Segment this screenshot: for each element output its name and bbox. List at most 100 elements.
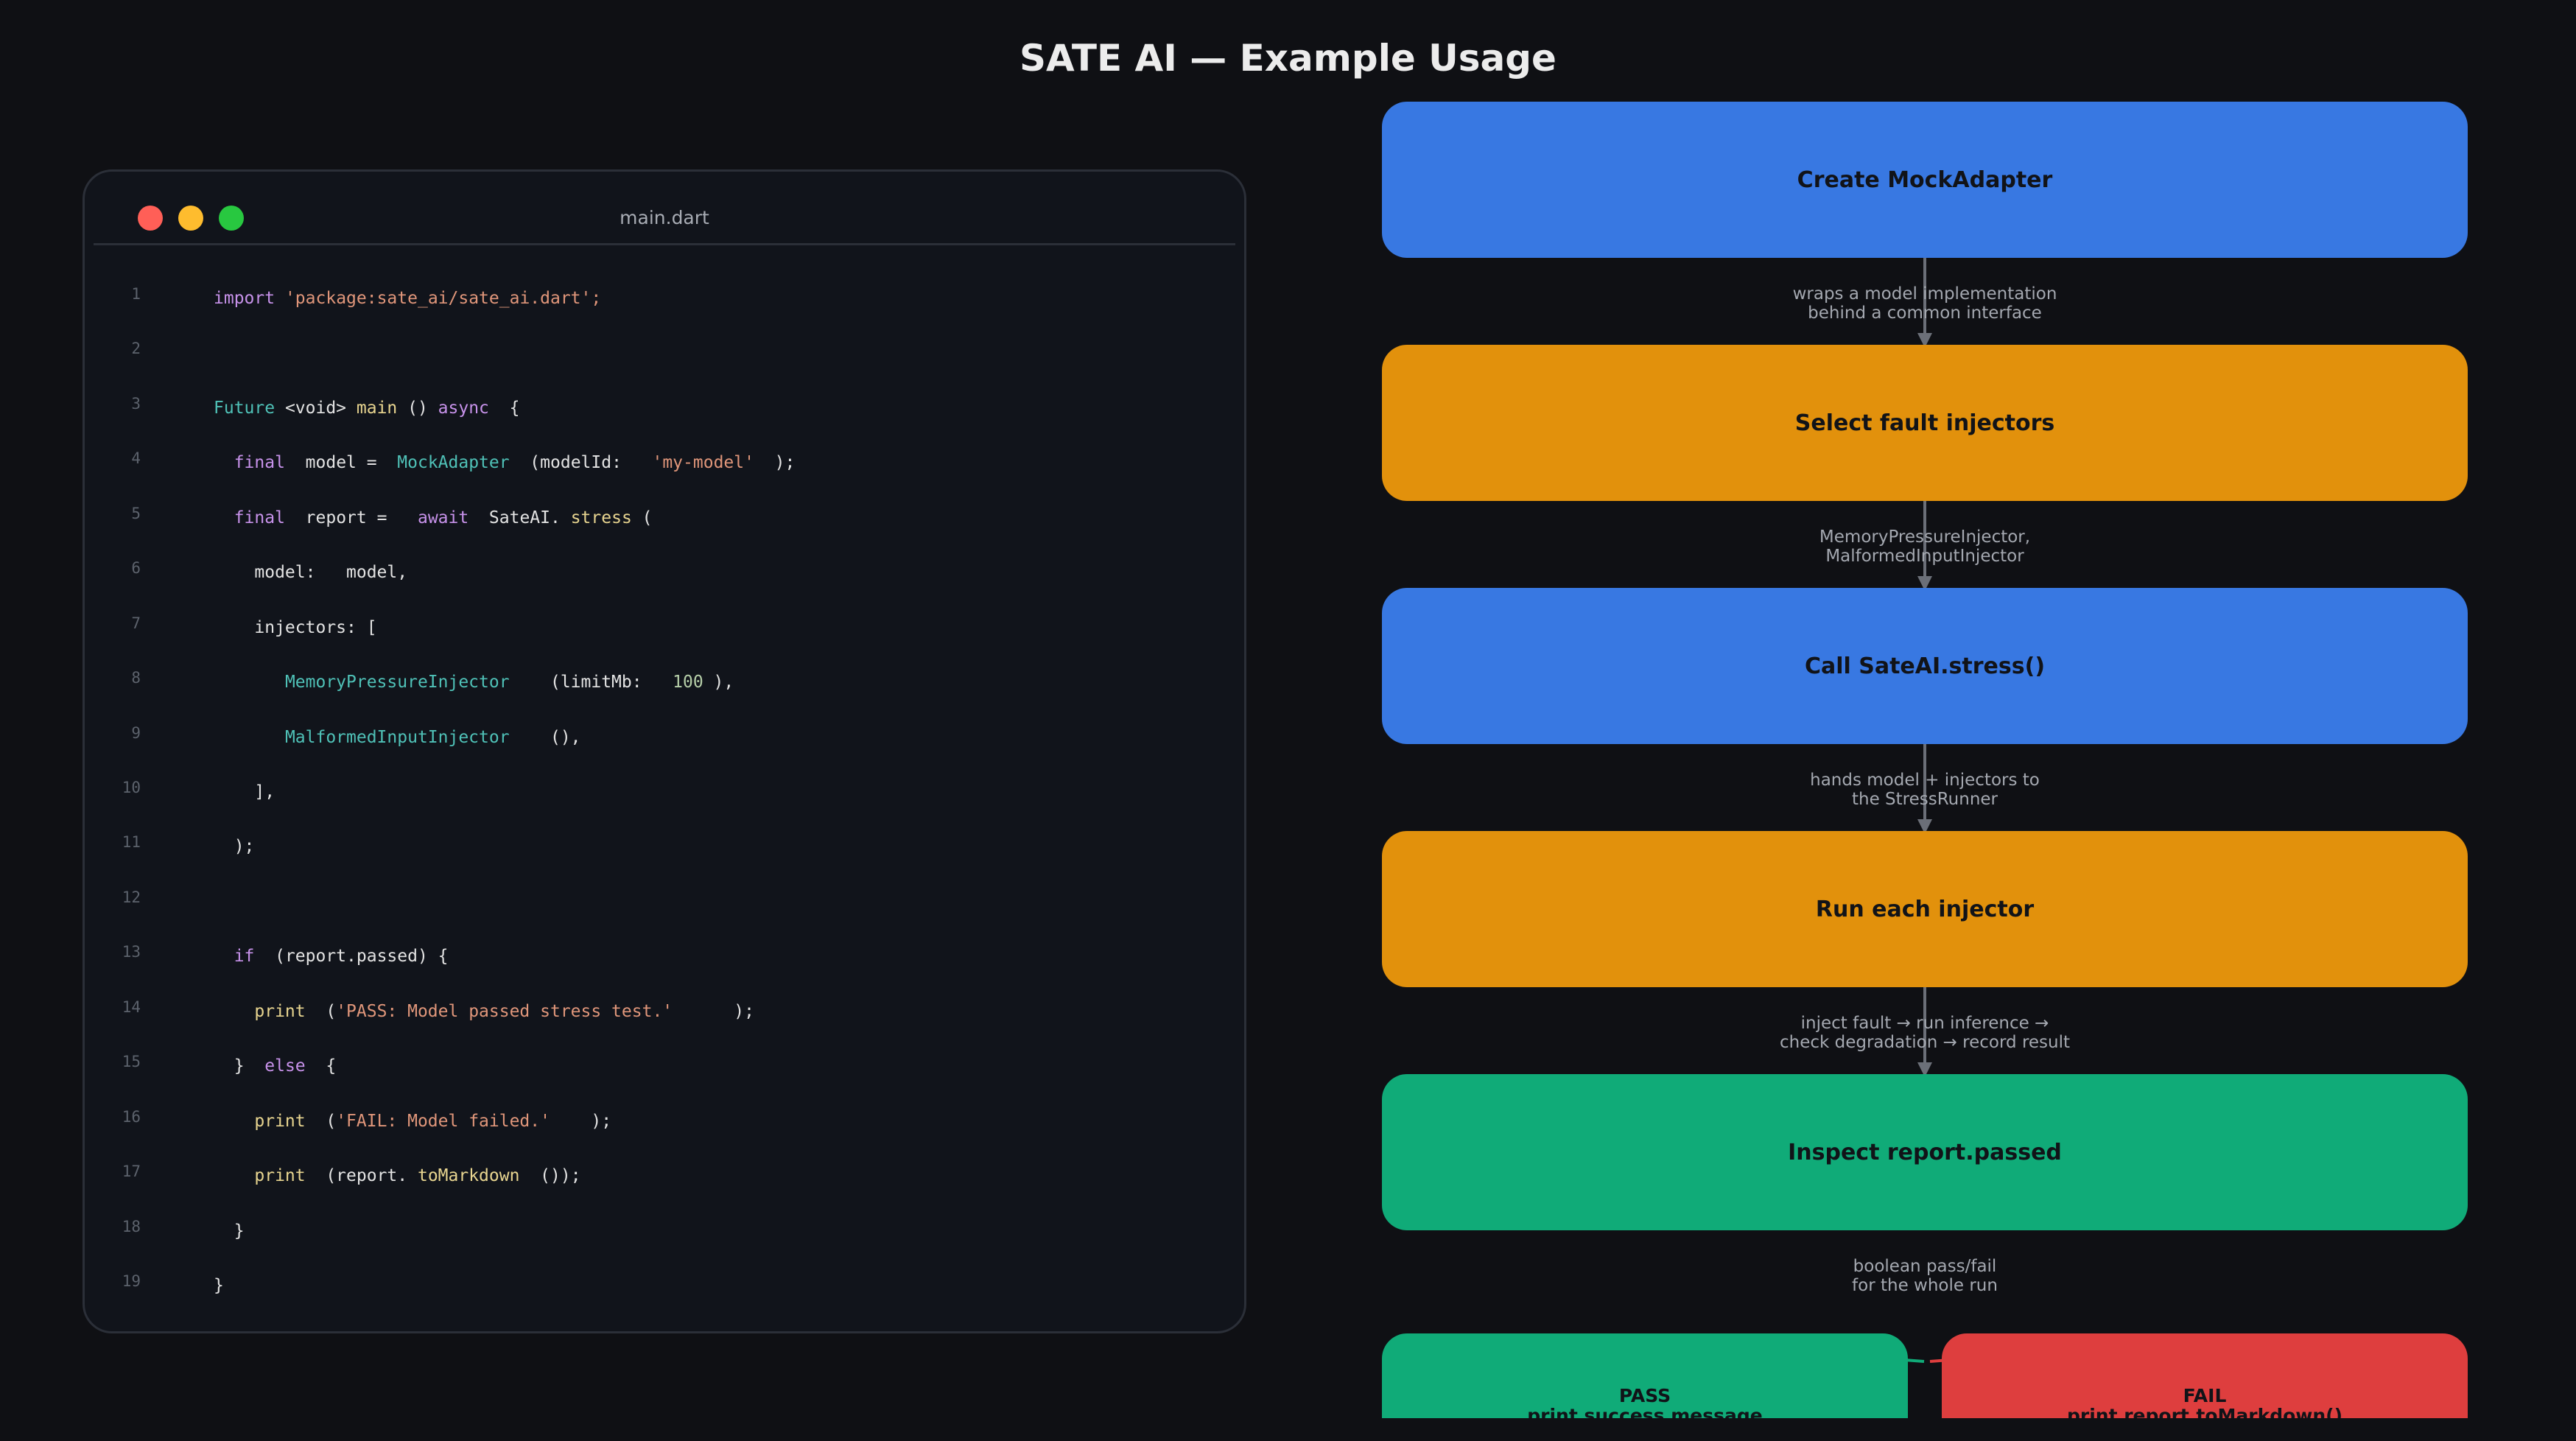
- line-number: 7: [131, 614, 141, 632]
- code-token: import: [214, 289, 276, 308]
- code-line: 5 final report = await SateAI. stress (: [85, 503, 1244, 533]
- code-token: (report.passed) {: [254, 947, 449, 966]
- line-number: 10: [122, 779, 141, 796]
- code-line: 2: [85, 338, 1244, 368]
- code-line: 12: [85, 887, 1244, 916]
- code-token: 'PASS: Model passed stress test.': [336, 1002, 673, 1021]
- code-line: 6 model: model,: [85, 558, 1244, 587]
- editor-filename: main.dart: [620, 207, 709, 228]
- code-token: }: [214, 1276, 224, 1295]
- line-number: 9: [131, 724, 141, 742]
- line-number: 15: [122, 1053, 141, 1070]
- line-number: 3: [131, 395, 141, 413]
- code-token: (: [305, 1002, 337, 1021]
- flow-step-run-each-injector: Run each injector: [1382, 831, 2468, 987]
- titlebar-divider: [94, 243, 1235, 245]
- code-text: print ('FAIL: Model failed.' );: [214, 1107, 611, 1136]
- outcome-pass-node: PASS print success message: [1382, 1333, 1908, 1418]
- code-text: model: model,: [214, 558, 407, 587]
- code-token: );: [550, 1112, 612, 1131]
- code-line: 14 print ('PASS: Model passed stress tes…: [85, 997, 1244, 1026]
- flow-edge-label-line2: check degradation → record result: [1779, 1033, 2071, 1052]
- code-token: MockAdapter: [397, 453, 510, 472]
- flow-step-select-fault-injectors: Select fault injectors: [1382, 345, 2468, 501]
- code-line: 1 import 'package:sate_ai/sate_ai.dart';: [85, 284, 1244, 313]
- flow-edge-label: wraps a model implementation behind a com…: [1704, 284, 2146, 323]
- code-token: (limitMb:: [509, 673, 673, 692]
- flow-edge-label-line1: inject fault → run inference →: [1800, 1014, 2049, 1033]
- code-token: report =: [284, 508, 418, 527]
- code-token: (),: [509, 728, 581, 747]
- code-text: Future <void> main () async {: [214, 393, 519, 423]
- code-line: 10 ],: [85, 777, 1244, 807]
- line-number: 4: [131, 449, 141, 467]
- line-number: 2: [131, 340, 141, 357]
- code-token: (: [631, 508, 653, 527]
- outcome-fail-title: FAIL: [2183, 1385, 2227, 1406]
- code-token: print: [254, 1166, 306, 1185]
- close-window-dot-icon[interactable]: [138, 206, 163, 231]
- line-number: 17: [122, 1163, 141, 1180]
- line-number: 8: [131, 669, 141, 687]
- outcome-fail-detail: print report.toMarkdown(): [2066, 1405, 2343, 1418]
- code-token: <void>: [275, 399, 357, 418]
- code-token: 'FAIL: Model failed.': [336, 1112, 550, 1131]
- flow-edge-label-line1: MemoryPressureInjector,: [1819, 527, 2031, 547]
- code-text: } else {: [214, 1051, 337, 1081]
- code-token: );: [214, 837, 255, 856]
- code-token: print: [254, 1002, 306, 1021]
- code-token: toMarkdown: [417, 1166, 520, 1185]
- code-token: (: [305, 1112, 337, 1131]
- code-token: await: [417, 508, 469, 527]
- code-line: 4 final model = MockAdapter (modelId: 'm…: [85, 448, 1244, 477]
- code-token: }: [214, 1056, 265, 1076]
- outcome-row: PASS print success message FAIL print re…: [0, 1333, 2576, 1418]
- code-token: );: [754, 453, 796, 472]
- line-number: 16: [122, 1108, 141, 1126]
- flow-edge-label: hands model + injectors to the StressRunn…: [1704, 771, 2146, 809]
- code-token: ());: [519, 1166, 581, 1185]
- code-text: final report = await SateAI. stress (: [214, 503, 653, 533]
- code-token: Future: [214, 399, 276, 418]
- flow-step-call-sateai-stress: Call SateAI.stress(): [1382, 588, 2468, 744]
- code-text: print ('PASS: Model passed stress test.'…: [214, 997, 754, 1026]
- flow-step-inspect-report-passed: Inspect report.passed: [1382, 1074, 2468, 1230]
- code-token: ),: [703, 673, 734, 692]
- flow-step-create-mockadapter: Create MockAdapter: [1382, 102, 2468, 258]
- code-token: 'my-model': [652, 453, 754, 472]
- code-line: 18 }: [85, 1216, 1244, 1246]
- code-editor-window: main.dart 1 import 'package:sate_ai/sate_…: [83, 169, 1246, 1333]
- code-line: 13 if (report.passed) {: [85, 942, 1244, 971]
- outcome-fail-node: FAIL print report.toMarkdown(): [1942, 1333, 2468, 1418]
- code-token: {: [488, 399, 520, 418]
- code-token: {: [305, 1056, 337, 1076]
- line-number: 11: [122, 833, 141, 851]
- flow-edge-label-line2: behind a common interface: [1808, 304, 2042, 323]
- flow-edge-label-line1: hands model + injectors to: [1810, 771, 2040, 790]
- code-text: }: [214, 1216, 245, 1246]
- code-token: final: [234, 453, 285, 472]
- code-token: stress: [570, 508, 632, 527]
- code-token: injectors: [: [214, 618, 377, 637]
- code-token: SateAI.: [468, 508, 571, 527]
- line-number: 14: [122, 998, 141, 1016]
- outcome-pass-detail: print success message: [1527, 1405, 1763, 1418]
- code-token: MalformedInputInjector: [284, 728, 510, 747]
- editor-titlebar: main.dart: [85, 172, 1244, 245]
- code-token: (modelId:: [509, 453, 653, 472]
- outcome-pass-title: PASS: [1618, 1385, 1671, 1406]
- maximize-window-dot-icon[interactable]: [219, 206, 244, 231]
- code-token: 100: [673, 673, 703, 692]
- code-token: 'package:sate_ai/sate_ai.dart';: [284, 289, 602, 308]
- flow-edge-label-line2: MalformedInputInjector: [1825, 547, 2024, 566]
- code-token: MemoryPressureInjector: [284, 673, 510, 692]
- code-text: MalformedInputInjector (),: [214, 723, 581, 752]
- code-token: model =: [284, 453, 398, 472]
- code-line: 7 injectors: [: [85, 613, 1244, 642]
- line-number: 13: [122, 943, 141, 961]
- code-line: 3 Future <void> main () async {: [85, 393, 1244, 423]
- code-text: injectors: [: [214, 613, 377, 642]
- minimize-window-dot-icon[interactable]: [178, 206, 203, 231]
- code-text: final model = MockAdapter (modelId: 'my-…: [214, 448, 796, 477]
- code-text: import 'package:sate_ai/sate_ai.dart';: [214, 284, 601, 313]
